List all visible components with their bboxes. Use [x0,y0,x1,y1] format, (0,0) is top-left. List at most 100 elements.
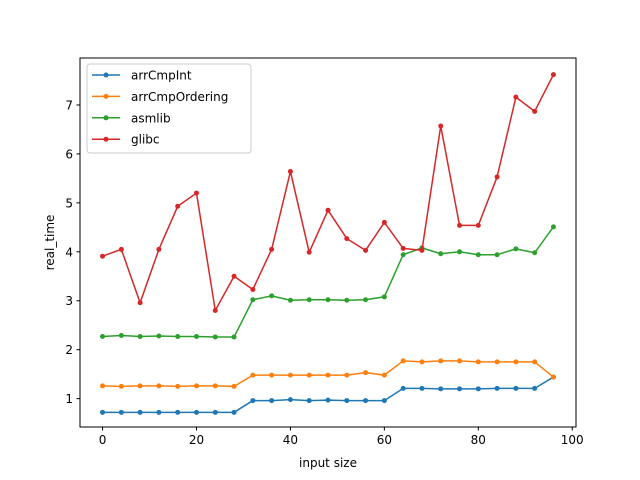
data-point-glibc [156,246,162,252]
data-point-glibc [363,247,369,253]
data-point-arrcmpint [250,398,256,404]
data-point-arrcmpint [457,386,463,392]
data-point-arrcmpordering [231,383,237,389]
data-point-glibc [137,300,143,306]
data-point-glibc [212,308,218,314]
data-point-asmlib [231,334,237,340]
data-point-arrcmpordering [475,359,481,365]
data-point-asmlib [513,246,519,252]
data-point-arrcmpordering [457,358,463,364]
data-point-asmlib [156,333,162,339]
data-point-arrcmpint [156,409,162,415]
y-tick-label: 4 [65,245,73,259]
plot-area [100,72,556,415]
data-point-glibc [175,203,181,209]
data-point-arrcmpordering [100,383,106,389]
data-point-glibc [513,94,519,100]
data-point-arrcmpint [231,409,237,415]
data-point-asmlib [344,297,350,303]
data-point-asmlib [475,252,481,258]
data-point-asmlib [100,333,106,339]
data-point-glibc [287,169,293,175]
data-point-arrcmpint [400,385,406,391]
data-point-asmlib [137,333,143,339]
data-point-arrcmpordering [513,359,519,365]
data-point-glibc [381,219,387,225]
data-point-glibc [250,286,256,292]
data-point-asmlib [175,333,181,339]
data-point-asmlib [269,293,275,299]
data-point-glibc [306,249,312,255]
data-point-arrcmpordering [419,359,425,365]
data-point-glibc [457,222,463,228]
data-point-arrcmpint [100,409,106,415]
data-point-asmlib [438,251,444,257]
data-point-asmlib [193,333,199,339]
data-point-glibc [118,246,124,252]
data-point-arrcmpordering [212,383,218,389]
data-point-arrcmpint [193,409,199,415]
data-point-arrcmpordering [438,358,444,364]
data-point-arrcmpordering [306,372,312,378]
data-point-asmlib [457,249,463,255]
data-point-arrcmpint [475,386,481,392]
y-tick-label: 6 [65,147,73,161]
legend-label-asmlib: asmlib [131,111,171,125]
data-point-glibc [193,190,199,196]
legend-frame [86,63,252,154]
data-point-glibc [532,108,538,114]
data-point-arrcmpint [381,398,387,404]
data-point-arrcmpint [118,409,124,415]
data-point-arrcmpint [494,385,500,391]
data-point-arrcmpordering [550,374,556,380]
data-point-arrcmpordering [250,372,256,378]
data-point-arrcmpordering [532,359,538,365]
data-point-arrcmpint [269,398,275,404]
x-axis-label: input size [299,456,357,470]
x-tick-label: 0 [99,433,107,447]
data-point-asmlib [250,297,256,303]
data-point-arrcmpint [513,385,519,391]
data-point-arrcmpint [212,409,218,415]
data-point-asmlib [118,332,124,338]
data-point-arrcmpordering [363,370,369,376]
data-point-asmlib [325,297,331,303]
legend-marker-asmlib [103,115,109,121]
data-point-arrcmpordering [269,372,275,378]
x-tick-label: 40 [283,433,298,447]
y-tick-label: 2 [65,343,73,357]
legend-marker-glibc [103,136,109,142]
data-point-arrcmpordering [193,383,199,389]
data-point-glibc [325,207,331,213]
data-point-glibc [100,253,106,259]
legend-marker-arrcmpordering [103,93,109,99]
data-point-arrcmpint [306,398,312,404]
data-point-arrcmpordering [287,372,293,378]
axes-frame [79,57,577,428]
data-point-arrcmpordering [137,383,143,389]
legend-label-glibc: glibc [131,133,160,147]
data-point-arrcmpint [532,385,538,391]
data-point-asmlib [212,334,218,340]
data-point-asmlib [306,297,312,303]
data-point-arrcmpordering [118,383,124,389]
y-tick-label: 3 [65,294,73,308]
y-tick-label: 7 [65,98,73,112]
data-point-glibc [231,273,237,279]
data-point-glibc [419,247,425,253]
legend-label-arrcmpordering: arrCmpOrdering [131,90,228,104]
data-point-asmlib [381,294,387,300]
data-point-arrcmpint [287,397,293,403]
x-tick-label: 80 [471,433,486,447]
data-point-glibc [400,245,406,251]
data-point-arrcmpint [419,385,425,391]
data-point-asmlib [287,297,293,303]
data-point-asmlib [400,252,406,258]
legend: arrCmpInt arrCmpOrdering asmlib glibc [86,63,252,154]
data-point-arrcmpordering [494,359,500,365]
y-axis-ticks: 1 2 3 4 5 6 7 [65,98,80,406]
data-point-arrcmpint [363,398,369,404]
data-point-asmlib [363,297,369,303]
legend-marker-arrcmpint [103,72,109,78]
data-point-arrcmpordering [400,358,406,364]
